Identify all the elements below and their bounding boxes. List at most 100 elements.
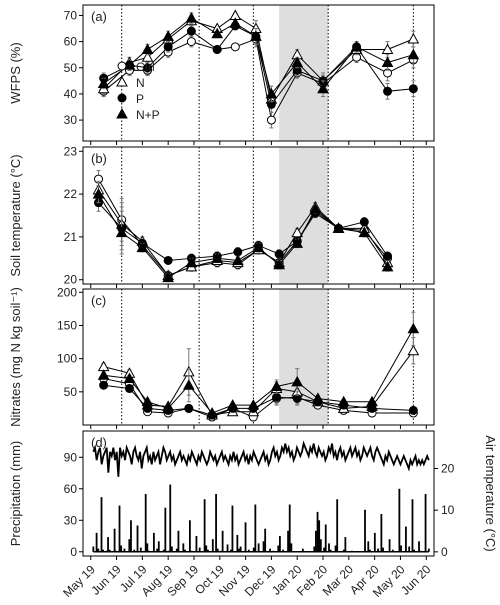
panel-frame [82, 4, 435, 142]
precip-bar [229, 549, 232, 552]
marker-p [383, 251, 393, 261]
precip-bar [277, 545, 280, 552]
panel-d: 0 30 60 90 (d) Precipitation (mm) 0 10 20 Air tem… [8, 430, 498, 560]
precip-bar [95, 532, 98, 552]
precip-bar [369, 549, 371, 552]
marker-np [229, 17, 242, 28]
marker-np [252, 241, 265, 253]
marker-np [141, 395, 154, 407]
precip-bar [203, 499, 206, 552]
y-tick-label: 100 [57, 352, 77, 366]
precip-bar [100, 497, 103, 552]
precip-bar [282, 549, 285, 552]
marker-n [381, 43, 394, 54]
y2-tick-label: 10 [441, 503, 455, 517]
precip-bar [254, 504, 257, 552]
precip-bar [301, 548, 304, 552]
precip-bar [157, 541, 160, 552]
precip-bar [97, 548, 100, 552]
marker-np [291, 56, 304, 68]
precip-bar [247, 549, 250, 552]
precip-bar [382, 547, 384, 552]
marker-np [350, 40, 363, 52]
marker-np [250, 30, 262, 41]
precip-bar [221, 530, 224, 552]
precip-bar [377, 548, 380, 552]
y-tick-label: 60 [64, 482, 78, 496]
precip-bar [319, 539, 322, 552]
precip-bar [424, 494, 427, 552]
marker-np [291, 237, 304, 248]
panel-frame [82, 288, 435, 426]
marker-np [247, 399, 260, 410]
y-axis-label: WFPS (%) [8, 42, 23, 103]
precip-bar [120, 545, 123, 552]
precip-bar [324, 524, 327, 552]
precip-bar [400, 545, 402, 552]
y2-tick-label: 0 [441, 545, 448, 559]
panel-label: (c) [91, 293, 106, 308]
marker-np [185, 12, 198, 23]
marker-p [274, 249, 284, 259]
marker-p [383, 86, 393, 96]
y-axis-label: Nitrates (mg N kg soil⁻¹) [8, 287, 23, 427]
marker-np [317, 82, 329, 94]
panel-b: 20 21 22 23 (b) Soil temperature (°C) [8, 144, 435, 288]
y2-axis-label: Air temperature (°C) [483, 435, 498, 551]
precip-bar [238, 548, 240, 552]
marker-np [185, 256, 198, 268]
precip-bar [323, 547, 325, 552]
marker-p [124, 384, 134, 394]
marker-np [206, 407, 218, 418]
marker-np [123, 372, 136, 384]
marker-np [141, 43, 154, 54]
precip-bar [184, 549, 186, 552]
marker-np [232, 254, 244, 265]
x-tick-label: Jun 20 [398, 562, 434, 598]
x-tick-label: Jun 19 [88, 562, 124, 598]
precip-bar [128, 539, 131, 552]
series-line-n [103, 14, 414, 101]
precip-bar [177, 530, 180, 552]
precip-bar [288, 504, 291, 552]
panel-c: 50 100 150 200 (c) Nitrates (mg N kg soil⁻¹) [8, 285, 435, 429]
marker-p [163, 42, 173, 52]
marker-np [309, 203, 322, 214]
precip-bar [170, 546, 173, 552]
marker-np [97, 369, 110, 380]
marker-np [162, 402, 175, 413]
marker-ctrl [186, 37, 196, 47]
marker-p [292, 393, 302, 403]
marker-p [272, 392, 282, 402]
precip-bar [367, 541, 370, 552]
marker-np [273, 258, 285, 270]
precip-bar [342, 549, 345, 552]
y-tick-label: 200 [57, 285, 77, 299]
marker-np [332, 222, 345, 233]
precip-bar [226, 544, 229, 552]
precip-bar [391, 549, 394, 552]
marker-np [116, 107, 128, 119]
marker-np [136, 241, 149, 253]
marker-p [143, 63, 153, 73]
y-tick-label: 30 [64, 513, 78, 527]
marker-np [92, 188, 105, 199]
marker-p [408, 84, 418, 94]
marker-p [184, 403, 194, 413]
marker-n [407, 32, 420, 44]
y-tick-label: 21 [64, 230, 78, 244]
marker-ctrl [117, 61, 127, 71]
precip-bar [113, 528, 116, 552]
marker-ctrl [230, 42, 240, 52]
precip-bar [279, 536, 281, 552]
shaded-period [279, 147, 329, 284]
precip-bar [182, 543, 185, 552]
precip-bar [418, 541, 420, 552]
precip-bar [398, 488, 401, 552]
precip-bar [139, 547, 142, 552]
marker-np [162, 30, 175, 41]
precip-bar [269, 548, 271, 552]
marker-np [407, 48, 420, 60]
marker-np [211, 252, 224, 263]
precip-bar [195, 536, 198, 552]
